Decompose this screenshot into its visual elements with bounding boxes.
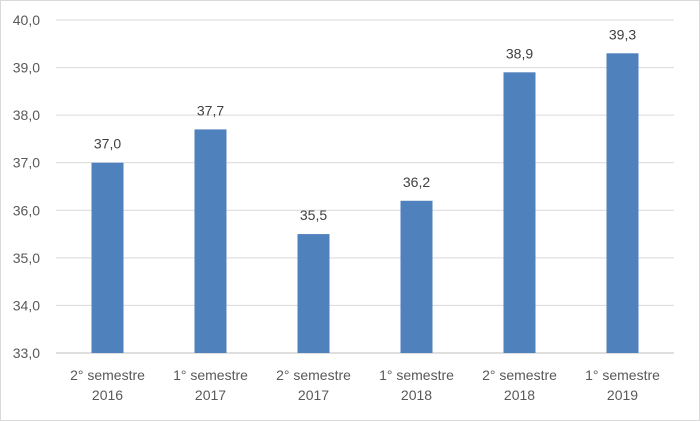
x-tick-label: 2017: [195, 387, 226, 403]
x-tick-label: 1° semestre: [585, 367, 660, 383]
y-tick-label: 36,0: [13, 202, 40, 218]
bar: [606, 53, 639, 354]
y-tick-label: 39,0: [13, 60, 40, 76]
x-tick-label: 2° semestre: [276, 367, 351, 383]
data-label: 38,9: [506, 45, 533, 61]
x-tick-label: 1° semestre: [173, 367, 248, 383]
data-label: 36,2: [403, 174, 430, 190]
x-tick-label: 2018: [401, 387, 432, 403]
x-tick-label: 2017: [298, 387, 329, 403]
bar: [91, 162, 124, 353]
x-tick-label: 1° semestre: [379, 367, 454, 383]
data-label: 39,3: [609, 26, 636, 42]
y-tick-label: 34,0: [13, 297, 40, 313]
data-label: 35,5: [300, 207, 327, 223]
y-tick-label: 37,0: [13, 155, 40, 171]
bar: [297, 234, 330, 353]
x-tick-label: 2018: [504, 387, 535, 403]
y-tick-label: 40,0: [13, 12, 40, 28]
data-label: 37,0: [94, 136, 121, 152]
x-tick-label: 2016: [92, 387, 123, 403]
bar: [400, 200, 433, 353]
x-tick-label: 2° semestre: [482, 367, 557, 383]
y-tick-label: 35,0: [13, 250, 40, 266]
bar: [503, 72, 536, 353]
data-label: 37,7: [197, 102, 224, 118]
x-tick-label: 2019: [607, 387, 638, 403]
y-tick-label: 38,0: [13, 107, 40, 123]
x-tick-label: 2° semestre: [70, 367, 145, 383]
bar: [194, 129, 227, 353]
y-tick-label: 33,0: [13, 345, 40, 361]
